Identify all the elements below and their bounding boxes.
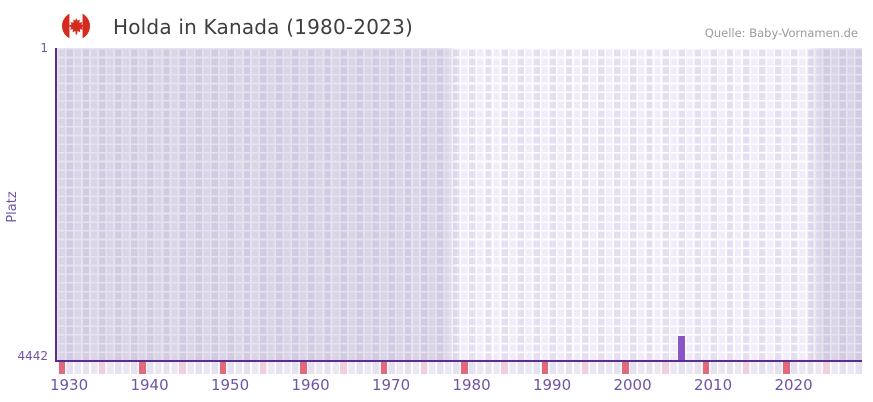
decade-tick-mark xyxy=(783,362,790,374)
x-tick-label: 1990 xyxy=(532,376,572,394)
post-data-period-shading xyxy=(805,48,862,360)
half-decade-tick-mark xyxy=(179,362,186,374)
x-tick-label: 1950 xyxy=(210,376,250,394)
source-credit: Quelle: Baby-Vornamen.de xyxy=(704,26,858,40)
decade-tick-mark xyxy=(461,362,468,374)
x-axis-line xyxy=(55,360,862,362)
half-decade-tick-mark xyxy=(340,362,347,374)
maple-leaf-icon xyxy=(68,17,85,35)
x-tick-label: 1940 xyxy=(130,376,169,394)
decade-tick-mark xyxy=(300,362,307,374)
decade-tick-mark xyxy=(702,362,710,374)
rank-bar-2006[interactable] xyxy=(678,335,685,360)
half-decade-tick-mark xyxy=(823,362,830,374)
x-tick-label: 1980 xyxy=(452,376,491,394)
x-tick-labels: 1930 1940 1950 1960 1970 1980 1990 2000 2010 2020 xyxy=(0,376,873,396)
half-decade-tick-mark xyxy=(742,362,750,374)
y-axis-bottom-label: 4442 xyxy=(17,349,48,363)
y-axis-title: Platz xyxy=(5,191,20,223)
decade-tick-mark xyxy=(622,362,629,374)
x-tick-label: 2020 xyxy=(774,376,813,394)
y-axis-top-label: 1 xyxy=(40,41,48,55)
x-tick-label: 1930 xyxy=(49,376,89,394)
half-decade-tick-mark xyxy=(98,362,106,374)
half-decade-tick-mark xyxy=(581,362,589,374)
x-tick-label: 2010 xyxy=(693,376,733,394)
plot-area xyxy=(55,48,862,360)
x-tick-label: 2000 xyxy=(613,376,652,394)
half-decade-tick-mark xyxy=(259,362,267,374)
axis-strip xyxy=(57,362,862,374)
chart-title: Holda in Kanada (1980-2023) xyxy=(113,15,414,39)
half-decade-tick-mark xyxy=(501,362,508,374)
canada-flag-icon xyxy=(62,12,90,40)
decade-tick-mark xyxy=(219,362,227,374)
decade-tick-mark xyxy=(58,362,66,374)
decade-tick-mark xyxy=(541,362,549,374)
x-tick-label: 1970 xyxy=(371,376,411,394)
half-decade-tick-mark xyxy=(420,362,428,374)
decade-tick-mark xyxy=(139,362,146,374)
decade-tick-mark xyxy=(380,362,388,374)
x-tick-label: 1960 xyxy=(291,376,330,394)
pre-data-period-shading xyxy=(57,48,460,360)
half-decade-tick-mark xyxy=(662,362,669,374)
